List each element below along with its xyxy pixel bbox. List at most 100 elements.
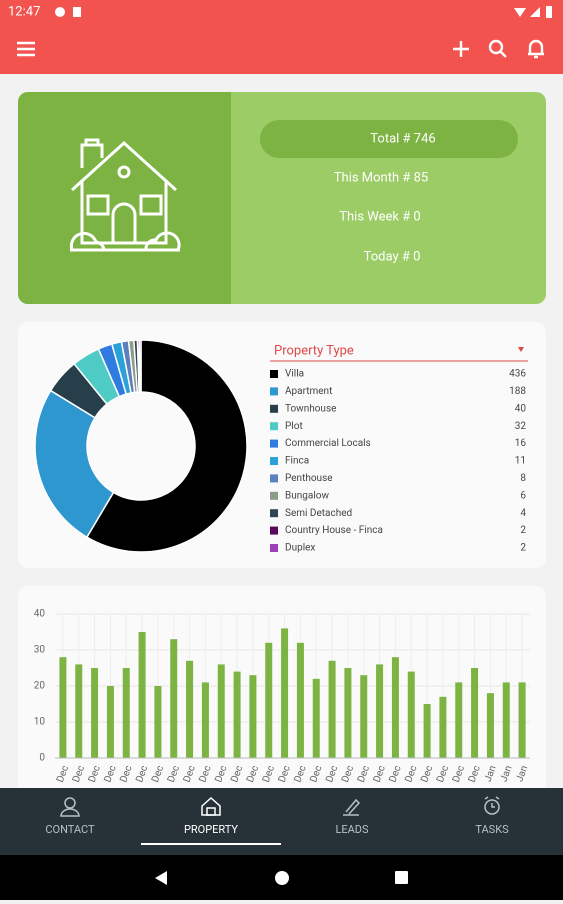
app-bar: [0, 0, 563, 74]
legend-swatch: [270, 474, 278, 483]
x-tick-label: Dec: [134, 764, 150, 784]
x-tick-label: Dec: [245, 764, 261, 784]
dropdown-arrow[interactable]: [518, 347, 524, 352]
bar: [376, 664, 384, 758]
legend-label: Townhouse: [285, 403, 336, 414]
summary-icon-panel: [18, 92, 231, 304]
month-count: This Month # 85: [334, 170, 428, 185]
bar: [59, 657, 67, 758]
bar: [201, 682, 209, 758]
x-tick-label: Dec: [403, 764, 419, 784]
bar: [486, 693, 494, 758]
bar: [423, 704, 431, 758]
bar: [281, 628, 289, 758]
bar: [328, 660, 336, 758]
signal-icon: [530, 7, 540, 17]
legend-label: Duplex: [285, 543, 315, 554]
x-tick-label: Dec: [182, 764, 198, 784]
bar: [154, 686, 162, 758]
bar: [249, 675, 257, 758]
property-type-dropdown[interactable]: Property Type: [274, 343, 354, 358]
legend-label: Apartment: [285, 386, 332, 397]
donut-slice: [138, 339, 142, 393]
status-time: 12:47: [8, 4, 40, 19]
status-icon: [55, 7, 65, 17]
bar: [233, 671, 241, 758]
x-tick-label: Jan: [514, 764, 530, 783]
legend-swatch: [270, 387, 278, 396]
x-tick-label: Dec: [324, 764, 340, 784]
legend-swatch: [270, 526, 278, 535]
x-tick-label: Dec: [166, 764, 182, 784]
legend-swatch: [270, 422, 278, 431]
nav-label[interactable]: TASKS: [475, 823, 509, 836]
bar: [296, 642, 304, 758]
legend-swatch: [270, 370, 278, 378]
bar: [122, 668, 130, 758]
y-tick-label: 0: [39, 753, 45, 764]
contact-icon: [60, 797, 80, 817]
x-tick-label: Dec: [372, 764, 388, 784]
legend-label: Country House - Finca: [285, 525, 383, 536]
status-icon: [73, 7, 81, 17]
x-tick-label: Dec: [435, 764, 451, 784]
x-tick-label: Dec: [293, 764, 309, 784]
x-tick-label: Dec: [261, 764, 277, 784]
home-button[interactable]: [275, 871, 289, 885]
x-tick-label: Dec: [340, 764, 356, 784]
x-tick-label: Dec: [213, 764, 229, 784]
legend-label: Penthouse: [285, 473, 333, 484]
legend-label: Semi Detached: [285, 508, 352, 519]
legend-label: Plot: [285, 421, 303, 432]
legend-label: Villa: [285, 369, 304, 380]
x-tick-label: Dec: [451, 764, 467, 784]
add-button[interactable]: [453, 41, 469, 57]
back-button[interactable]: [155, 871, 167, 885]
today-count: Today # 0: [364, 249, 421, 264]
total-count: Total # 746: [370, 131, 435, 146]
bottom-nav: [0, 788, 563, 855]
y-tick-label: 20: [34, 681, 46, 692]
search-button[interactable]: [488, 39, 507, 58]
nav-label[interactable]: LEADS: [335, 823, 369, 836]
notifications-button[interactable]: [528, 39, 544, 59]
legend-value: 2: [520, 543, 526, 554]
legend-swatch: [270, 457, 278, 465]
x-tick-label: Dec: [55, 764, 71, 784]
x-tick-label: Dec: [419, 764, 435, 784]
legend-value: 4: [520, 508, 526, 519]
bar: [391, 657, 399, 758]
nav-label[interactable]: CONTACT: [45, 823, 95, 836]
total-pill: [260, 120, 518, 158]
legend-value: 11: [515, 456, 526, 467]
x-tick-label: Jan: [483, 764, 499, 783]
legend-value: 8: [520, 473, 526, 484]
nav-label[interactable]: PROPERTY: [184, 823, 238, 836]
menu-button[interactable]: [17, 41, 35, 57]
legend-swatch: [270, 439, 278, 448]
x-tick-label: Dec: [150, 764, 166, 784]
leads-icon: [343, 798, 361, 816]
bar: [265, 642, 273, 758]
bar: [471, 668, 479, 758]
battery-icon: [546, 6, 552, 18]
bar: [217, 664, 225, 758]
legend-value: 436: [509, 369, 526, 380]
recents-button[interactable]: [395, 871, 408, 884]
bar: [518, 682, 526, 758]
legend-value: 2: [520, 525, 526, 536]
legend-label: Finca: [285, 456, 309, 467]
x-tick-label: Dec: [356, 764, 372, 784]
x-tick-label: Dec: [118, 764, 134, 784]
bar: [502, 682, 510, 758]
donut: Villa 436 Apartment 188 Townhouse 40 Plot 32 Com…: [34, 339, 527, 554]
legend-value: 32: [515, 421, 527, 432]
property-icon: [201, 796, 221, 816]
legend-swatch: [270, 404, 278, 413]
legend-value: 6: [520, 490, 526, 501]
bar: [91, 668, 99, 758]
x-tick-label: Dec: [71, 764, 87, 784]
